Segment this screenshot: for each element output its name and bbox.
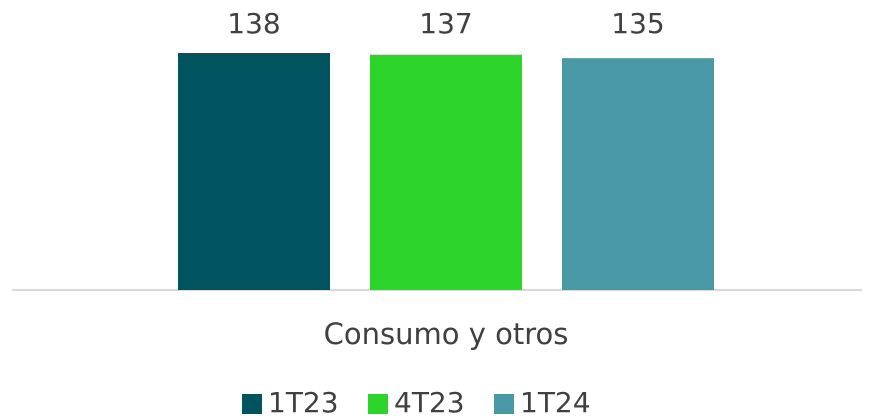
legend-swatch [494, 394, 514, 414]
data-label: 137 [419, 7, 472, 40]
legend-label: 1T24 [520, 386, 591, 416]
bar [370, 54, 522, 290]
legend-label: 4T23 [394, 386, 465, 416]
bar [562, 58, 714, 290]
legend-label: 1T23 [268, 386, 339, 416]
legend-swatch [242, 394, 262, 414]
legend-swatch [368, 394, 388, 414]
category-label: Consumo y otros [324, 317, 569, 351]
bar [178, 53, 330, 290]
data-label: 135 [611, 7, 664, 40]
data-label: 138 [227, 7, 280, 40]
